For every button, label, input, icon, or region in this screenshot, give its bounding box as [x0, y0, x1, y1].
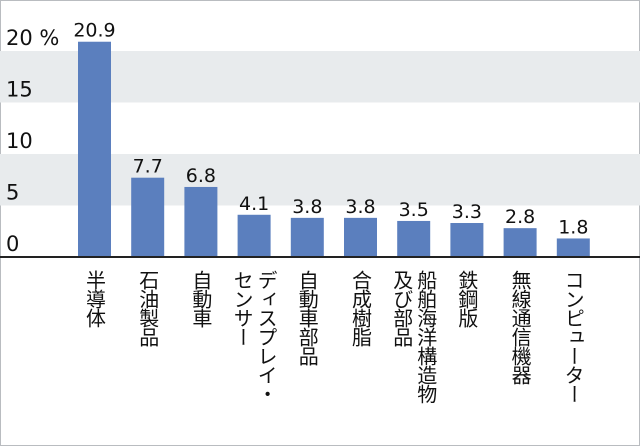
bar: [397, 220, 431, 257]
category-label: 合成樹脂: [349, 270, 373, 347]
bar-value-label: 3.8: [292, 196, 322, 218]
bar-value-label: 6.8: [186, 165, 216, 187]
bar-value-label: 3.5: [399, 199, 429, 221]
bar: [78, 41, 111, 258]
bar-value-label: 3.3: [452, 201, 482, 223]
bar-value-label: 7.7: [133, 156, 163, 178]
bar: [184, 186, 218, 257]
y-tick-label: 5: [6, 181, 19, 205]
category-label: 鉄鋼版: [455, 270, 479, 328]
category-label: 石油製品: [136, 270, 160, 347]
category-label: ディスプレイ・: [254, 270, 278, 403]
bar-value-label: 20.9: [73, 20, 115, 42]
bar-value-label: 4.1: [239, 193, 269, 215]
bar-value-label: 2.8: [505, 206, 535, 228]
category-label: 自動車部品: [295, 270, 319, 366]
category-label: 自動車: [189, 270, 213, 328]
bar: [503, 228, 537, 257]
y-tick-label: 0: [6, 232, 19, 256]
category-label: 船舶海洋構造物: [414, 270, 438, 404]
bar: [131, 177, 165, 257]
bar: [237, 214, 271, 257]
bar-value-label: 3.8: [345, 196, 375, 218]
bar: [344, 217, 377, 257]
bar: [450, 223, 484, 257]
category-label: センサー: [230, 270, 254, 346]
bar-value-label: 1.8: [558, 216, 588, 238]
y-tick-label: 10: [6, 129, 33, 153]
bar: [290, 217, 324, 257]
category-label: 半導体: [83, 270, 107, 328]
bar: [556, 238, 590, 257]
category-label: 及び部品: [390, 270, 414, 347]
category-label: 無線通信機器: [508, 270, 532, 385]
y-tick-label: 20 %: [6, 26, 59, 50]
category-label: コンピューター: [561, 270, 585, 403]
y-tick-label: 15: [6, 78, 33, 102]
